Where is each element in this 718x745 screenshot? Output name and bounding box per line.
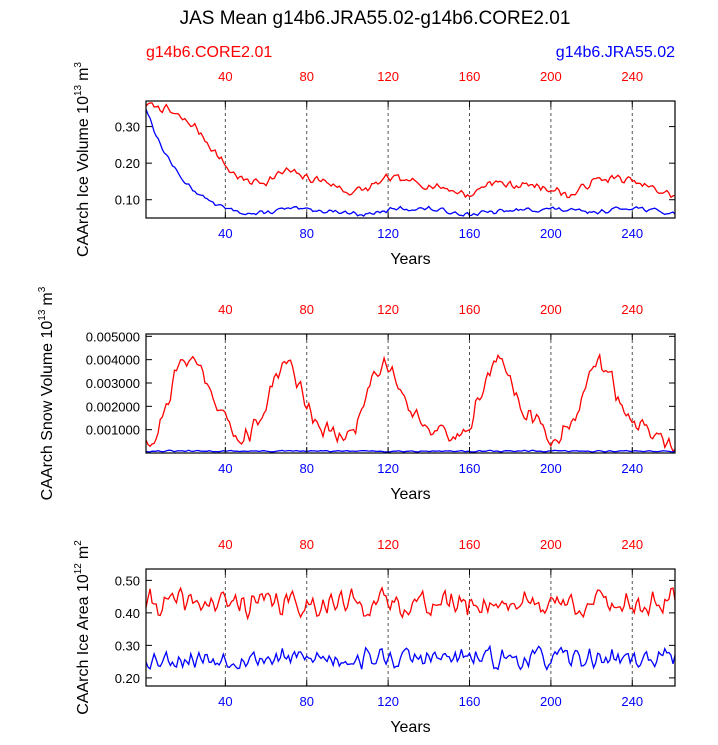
y-tick-label: 0.005000 (86, 329, 140, 344)
series-line-jra (145, 644, 676, 671)
x-tick-label-top: 120 (377, 537, 399, 552)
y-tick-label: 0.20 (115, 156, 140, 171)
x-tick-label-bottom: 200 (540, 461, 562, 476)
series-line-jra (145, 108, 676, 217)
plot-frame (145, 568, 676, 687)
y-tick-label: 0.30 (115, 638, 140, 653)
y-tick-label: 0.50 (115, 573, 140, 588)
x-tick-label-bottom: 240 (621, 694, 643, 709)
x-tick-label-bottom: 40 (218, 226, 232, 241)
x-tick-label-bottom: 120 (377, 694, 399, 709)
x-tick-label-bottom: 40 (218, 694, 232, 709)
panel-3: 40 40 80 80 120 120 160 160 200 200 240 240 0.20 0.30… (73, 537, 676, 736)
plot-frame (145, 333, 676, 454)
x-tick-label-top: 160 (459, 537, 481, 552)
y-axis-title: CAArch Ice Volume 1013m3 (73, 62, 92, 257)
x-tick-label-bottom: 160 (459, 226, 481, 241)
x-tick-label-bottom: 160 (459, 694, 481, 709)
x-axis-title: Years (390, 251, 430, 268)
x-tick-label-bottom: 200 (540, 694, 562, 709)
plot-frame (145, 100, 676, 219)
series-line-core (145, 352, 676, 453)
x-tick-label-bottom: 120 (377, 226, 399, 241)
x-tick-label-bottom: 200 (540, 226, 562, 241)
x-tick-label-top: 240 (621, 302, 643, 317)
x-tick-label-top: 240 (621, 537, 643, 552)
y-tick-label: 0.30 (115, 120, 140, 135)
y-tick-label: 0.001000 (86, 423, 140, 438)
legend-core: g14b6.CORE2.01 (146, 44, 272, 61)
x-tick-label-bottom: 120 (377, 461, 399, 476)
panel-2: 40 40 80 80 120 120 160 160 200 200 240 240 0.001000… (37, 286, 676, 503)
y-tick-label: 0.003000 (86, 376, 140, 391)
x-tick-label-top: 40 (218, 69, 232, 84)
x-tick-label-top: 40 (218, 537, 232, 552)
x-tick-label-top: 40 (218, 302, 232, 317)
x-tick-label-bottom: 80 (300, 694, 314, 709)
y-axis-title: CAArch Snow Volume 1013m3 (37, 286, 56, 500)
y-tick-label: 0.004000 (86, 353, 140, 368)
x-tick-label-top: 80 (300, 302, 314, 317)
x-axis-title: Years (390, 486, 430, 503)
x-tick-label-bottom: 240 (621, 226, 643, 241)
x-tick-label-bottom: 80 (300, 226, 314, 241)
x-tick-label-top: 200 (540, 537, 562, 552)
x-tick-label-top: 80 (300, 69, 314, 84)
y-tick-label: 0.20 (115, 671, 140, 686)
y-tick-label: 0.40 (115, 606, 140, 621)
x-tick-label-bottom: 80 (300, 461, 314, 476)
series-line-core (145, 585, 676, 621)
x-tick-label-top: 160 (459, 69, 481, 84)
x-tick-label-top: 240 (621, 69, 643, 84)
y-axis-title: CAArch Ice Area 1012m2 (73, 540, 92, 715)
series-line-jra (145, 449, 676, 453)
y-tick-label: 0.10 (115, 193, 140, 208)
x-tick-label-top: 200 (540, 302, 562, 317)
x-tick-label-bottom: 160 (459, 461, 481, 476)
x-tick-label-bottom: 240 (621, 461, 643, 476)
x-axis-title: Years (390, 719, 430, 736)
series-line-core (145, 102, 676, 199)
x-tick-label-top: 80 (300, 537, 314, 552)
figure-title: JAS Mean g14b6.JRA55.02-g14b6.CORE2.01 (180, 8, 571, 29)
x-tick-label-top: 120 (377, 69, 399, 84)
x-tick-label-top: 120 (377, 302, 399, 317)
legend-jra: g14b6.JRA55.02 (556, 44, 675, 61)
x-tick-label-bottom: 40 (218, 461, 232, 476)
panel-1: 40 40 80 80 120 120 160 160 200 200 240 240 0.10 0.20… (73, 62, 676, 268)
x-tick-label-top: 160 (459, 302, 481, 317)
y-tick-label: 0.002000 (86, 399, 140, 414)
x-tick-label-top: 200 (540, 69, 562, 84)
